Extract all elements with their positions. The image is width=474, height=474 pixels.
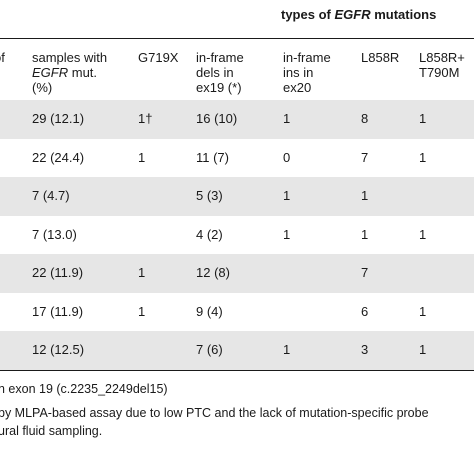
table-bottom-rule	[0, 370, 474, 371]
column-header-6-line2: T790M	[419, 65, 460, 80]
table-cell: 22 (11.9)	[32, 265, 84, 280]
table-cell: 1	[419, 342, 427, 357]
column-header-5-line1: L858R	[361, 50, 400, 65]
table-cell: 12 (8)	[196, 265, 230, 280]
table-row: 17 (11.9) 1 9 (4) 6 1	[0, 293, 474, 332]
table-row: 22 (24.4) 1 11 (7) 0 7 1	[0, 139, 474, 178]
mutation-types-group-header: types of EGFR mutations	[281, 7, 436, 22]
table-cell: 11 (7)	[196, 149, 229, 165]
column-header-1-line1: samples with	[32, 50, 108, 65]
column-header-3-line1: in-frame	[196, 50, 244, 65]
table-cell: 8	[361, 111, 369, 126]
column-header-4-line3: ex20	[283, 80, 312, 95]
table-cell: 1	[283, 111, 291, 126]
table-cell: 1	[138, 303, 146, 319]
column-header-4-line2: ins in	[283, 65, 314, 80]
table-cell: 1	[138, 265, 146, 280]
column-header-1-line2: EGFR mut.	[32, 65, 107, 80]
table-cell: 16 (10)	[196, 111, 238, 126]
table-cell: 7 (13.0)	[32, 226, 77, 242]
table-cell: 7 (4.7)	[32, 188, 70, 203]
column-header-1-rest: mut.	[68, 65, 98, 80]
table-cell: 1	[283, 188, 291, 203]
column-header-inframe-ins-ex20: in-frame ins in ex20	[283, 50, 331, 95]
column-header-3-line3: ex19 (*)	[196, 80, 242, 95]
column-header-inframe-dels-ex19: in-frame dels in ex19 (*)	[196, 50, 244, 95]
group-header-prefix: types of	[281, 7, 335, 22]
table-cell: 1	[283, 342, 291, 357]
table-cell: 9 (4)	[196, 303, 223, 319]
table-top-rule	[0, 38, 474, 39]
table-cell: 1	[283, 226, 291, 242]
table-cell: 17 (11.9)	[32, 303, 84, 319]
group-header-gene: EGFR	[334, 7, 371, 22]
table-cell: 7 (6)	[196, 342, 223, 357]
column-header-3-line2: dels in	[196, 65, 234, 80]
footnote: ural fluid sampling.	[0, 424, 103, 438]
column-header-6-line1: L858R+	[419, 50, 465, 65]
column-header-2-line1: G719X	[138, 50, 179, 65]
table-cell: 1	[419, 111, 427, 126]
column-header-0-line1: of	[0, 50, 5, 65]
footnote: by MLPA-based assay due to low PTC and t…	[0, 406, 429, 420]
table-cell: 1	[361, 188, 369, 203]
table-cell: 1	[138, 149, 146, 165]
table-cell: 22 (24.4)	[32, 149, 85, 165]
table-row: 22 (11.9) 1 12 (8) 7	[0, 254, 474, 293]
table-cell: 1	[419, 149, 427, 165]
table-header-row: of samples with EGFR mut. (%) G719X in-f…	[0, 44, 474, 100]
column-header-0: of	[0, 50, 5, 65]
table-cell: 12 (12.5)	[32, 342, 85, 357]
table-cell: 7	[361, 265, 369, 280]
table-row: 7 (4.7) 5 (3) 1 1	[0, 177, 474, 216]
table-body: 29 (12.1) 1† 16 (10) 1 8 1 22 (24.4) 1 1…	[0, 100, 474, 370]
column-header-1-line3: (%)	[32, 80, 53, 95]
table-row: 12 (12.5) 7 (6) 1 3 1	[0, 331, 474, 370]
column-header-samples-with-egfr-mut: samples with EGFR mut. (%)	[32, 50, 107, 95]
table-cell: 4 (2)	[196, 226, 223, 242]
table-row: 29 (12.1) 1† 16 (10) 1 8 1	[0, 100, 474, 139]
footnote: n exon 19 (c.2235_2249del15)	[0, 382, 168, 396]
table-cell: 1	[419, 226, 427, 242]
table-cell: 7	[361, 149, 369, 165]
column-header-l858r: L858R	[361, 50, 399, 65]
column-header-1-gene: EGFR	[32, 65, 69, 80]
table-cell: 1	[361, 226, 369, 242]
column-header-4-line1: in-frame	[283, 50, 331, 65]
table-cell: 5 (3)	[196, 188, 223, 203]
table-footnotes: n exon 19 (c.2235_2249del15) by MLPA-bas…	[0, 380, 474, 440]
column-header-g719x: G719X	[138, 50, 178, 65]
table-cell: 0	[283, 149, 291, 165]
column-header-l858r-t790m: L858R+ T790M	[419, 50, 465, 80]
table-cell: 29 (12.1)	[32, 111, 85, 126]
table-cell: 1	[419, 303, 427, 319]
table-cell: 6	[361, 303, 369, 319]
table-row: 7 (13.0) 4 (2) 1 1 1	[0, 216, 474, 255]
group-header-suffix: mutations	[370, 7, 437, 22]
table-cell: 1†	[138, 111, 153, 126]
table-cell: 3	[361, 342, 369, 357]
